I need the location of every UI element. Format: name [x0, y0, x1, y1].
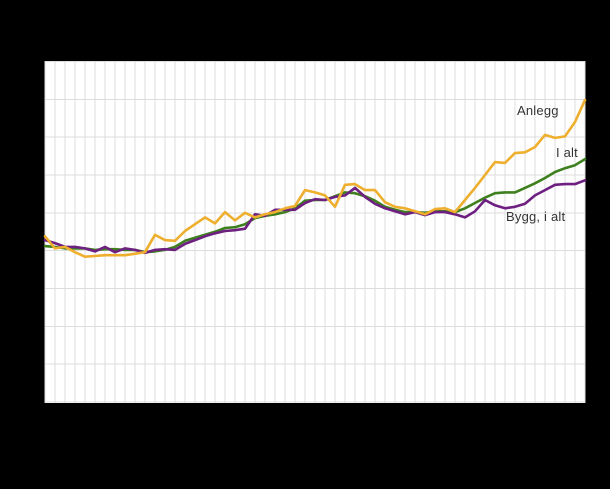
series-line-bygg-i-alt	[43, 179, 587, 255]
gridlines	[44, 61, 586, 403]
series-line-anlegg	[43, 98, 587, 259]
